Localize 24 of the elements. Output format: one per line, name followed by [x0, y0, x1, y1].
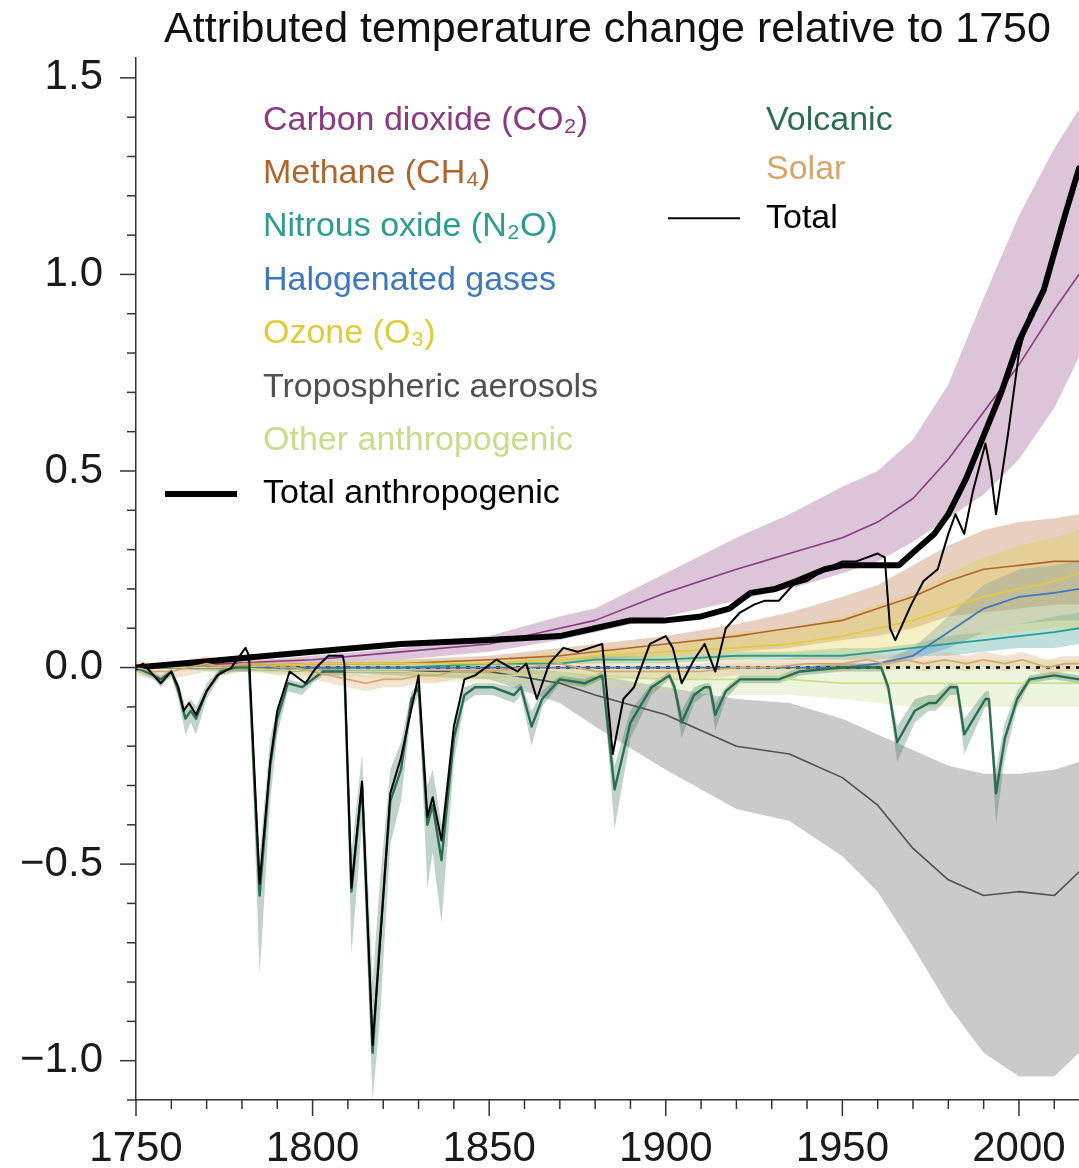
- y-tick-label: −0.5: [20, 837, 103, 885]
- text: Nitrous oxide (N₂O): [263, 205, 558, 244]
- text: Other anthropogenic: [263, 418, 573, 457]
- text: Volcanic: [766, 98, 893, 137]
- x-tick-label: 1900: [619, 1122, 713, 1168]
- text: Solar: [766, 147, 846, 186]
- x-tick-label: 1750: [89, 1122, 183, 1168]
- chart-title: Attributed temperature change relative to 1750: [164, 2, 1051, 51]
- y-tick-label: −1.0: [20, 1034, 103, 1082]
- y-tick-label: 0.0: [44, 641, 103, 689]
- x-tick-label: 2000: [972, 1122, 1066, 1168]
- y-tick-label: 0.5: [44, 444, 103, 492]
- x-tick-label: 1850: [442, 1122, 536, 1168]
- y-tick-label: 1.0: [44, 248, 103, 295]
- text: Tropospheric aerosols: [263, 365, 599, 404]
- text: Methane (CH₄): [263, 151, 491, 190]
- x-tick-label: 1800: [265, 1122, 360, 1168]
- text: Carbon dioxide (CO₂): [263, 98, 588, 137]
- text: Halogenated gases: [263, 258, 557, 297]
- x-tick-label: 1950: [795, 1122, 890, 1168]
- legend-label: Total anthropogenic: [263, 472, 560, 511]
- legend-label: Total: [766, 196, 838, 235]
- y-tick-label: 1.5: [44, 51, 103, 99]
- text: Ozone (O₃): [263, 312, 436, 351]
